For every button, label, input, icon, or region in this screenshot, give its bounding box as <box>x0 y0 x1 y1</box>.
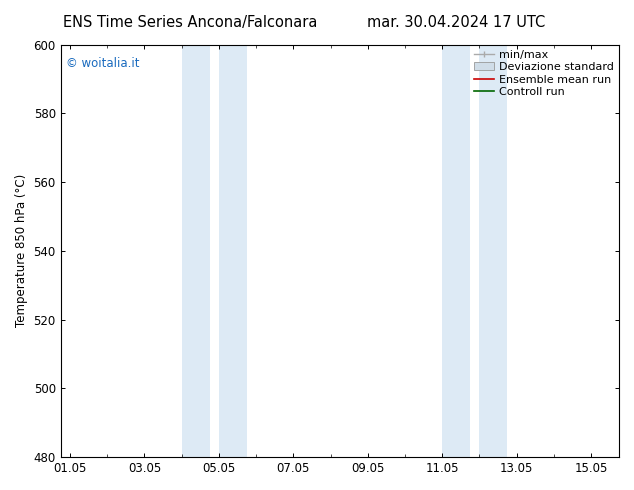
Y-axis label: Temperature 850 hPa (°C): Temperature 850 hPa (°C) <box>15 174 28 327</box>
Text: ENS Time Series Ancona/Falconara: ENS Time Series Ancona/Falconara <box>63 15 318 30</box>
Bar <box>479 45 507 457</box>
Bar <box>181 45 210 457</box>
Text: mar. 30.04.2024 17 UTC: mar. 30.04.2024 17 UTC <box>367 15 546 30</box>
Text: © woitalia.it: © woitalia.it <box>66 57 139 70</box>
Legend: min/max, Deviazione standard, Ensemble mean run, Controll run: min/max, Deviazione standard, Ensemble m… <box>472 48 616 99</box>
Bar <box>442 45 470 457</box>
Bar <box>219 45 247 457</box>
